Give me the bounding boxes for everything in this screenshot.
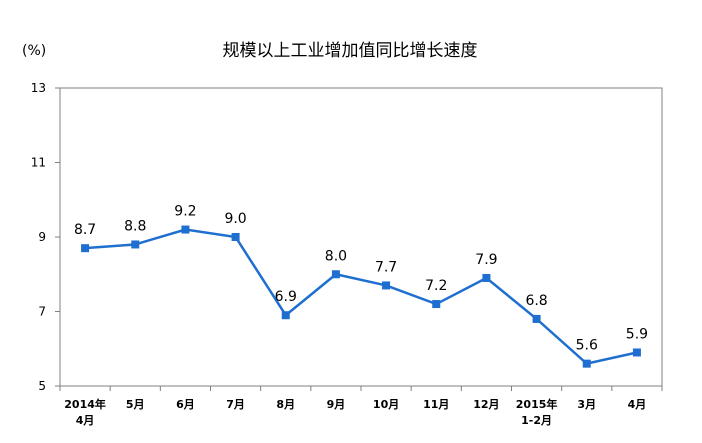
data-point [532, 314, 541, 323]
data-label: 8.0 [325, 248, 347, 264]
data-point [382, 281, 391, 290]
data-label: 5.6 [576, 338, 598, 354]
chart-title: 规模以上工业增加值同比增长速度 [223, 41, 478, 61]
y-tick-label: 7 [38, 305, 46, 319]
x-tick-label: 7月 [226, 398, 245, 411]
x-tick-label: 9月 [327, 398, 346, 411]
data-point [231, 233, 240, 241]
data-label: 6.8 [525, 293, 547, 309]
x-tick-label: 12月 [473, 398, 499, 411]
data-point [131, 240, 140, 249]
y-tick-label: 11 [31, 156, 46, 170]
data-point [632, 348, 641, 357]
x-tick-label: 8月 [276, 398, 295, 411]
data-point [432, 300, 441, 309]
y-tick-label: 9 [38, 230, 46, 244]
data-point [482, 273, 491, 282]
y-tick-label: 13 [31, 81, 46, 95]
data-point [281, 311, 290, 320]
x-tick-label: 5月 [126, 398, 145, 411]
x-tick-label: 6月 [176, 398, 195, 411]
data-point [81, 244, 90, 253]
x-tick-label: 4月 [628, 398, 647, 411]
data-label: 6.9 [275, 289, 297, 305]
data-label: 9.2 [174, 204, 196, 220]
y-tick-label: 5 [38, 379, 46, 393]
x-tick-label: 2014年 [64, 397, 106, 411]
series-line [84, 228, 638, 366]
x-tick-label: 4月 [76, 414, 95, 427]
plot-area-border [59, 87, 663, 387]
data-point [181, 225, 190, 234]
data-label: 5.9 [626, 326, 648, 342]
x-tick-label: 3月 [577, 398, 596, 411]
data-label: 8.7 [74, 222, 96, 238]
x-tick-label: 2015年 [516, 397, 558, 411]
data-point [582, 359, 591, 368]
y-axis-unit-label: (%) [22, 43, 46, 59]
data-label: 7.2 [425, 278, 447, 294]
data-label: 7.7 [375, 259, 397, 275]
x-tick-label: 10月 [373, 398, 399, 411]
data-label: 7.9 [475, 252, 497, 268]
data-point [331, 270, 340, 279]
data-label: 9.0 [224, 211, 246, 227]
data-label: 8.8 [124, 218, 146, 234]
x-tick-label: 1-2月 [521, 414, 552, 427]
x-tick-label: 11月 [423, 398, 449, 411]
